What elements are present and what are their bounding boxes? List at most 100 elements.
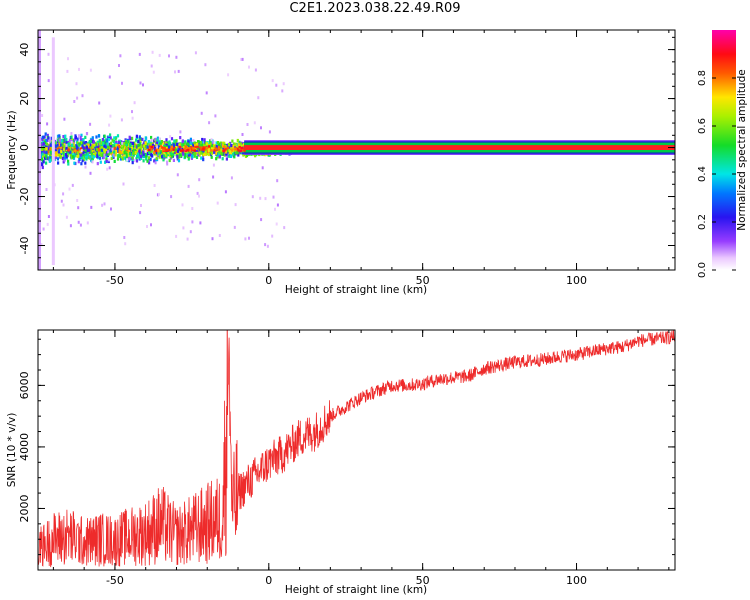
spectrogram-cell (129, 143, 132, 147)
spectrogram-cell (109, 148, 112, 152)
y-tick-label: -40 (18, 237, 31, 255)
spectrogram-cell (107, 145, 110, 150)
spectrogram-cell (199, 144, 202, 148)
spectrogram-cell (139, 137, 142, 141)
spectrogram-cell (42, 135, 45, 139)
spectrogram-outlier (186, 237, 189, 241)
spectrogram-cell (103, 147, 106, 151)
spectrogram-cell (113, 136, 116, 140)
x-tick-label: 0 (265, 274, 272, 287)
signal-spot (199, 146, 202, 149)
spectrogram-cell (165, 138, 168, 142)
spectrogram-cell (149, 157, 152, 162)
spectrogram-cell (100, 141, 103, 145)
spectrogram-outlier (152, 70, 155, 74)
spectrogram-cell (97, 151, 100, 155)
spectrogram-cell (162, 154, 166, 158)
spectrogram-outlier (131, 116, 134, 120)
spectrogram-cell (92, 140, 95, 144)
spectrogram-outlier (108, 166, 111, 170)
spectrogram-cell (88, 140, 91, 144)
spectrogram-cell (89, 142, 92, 147)
spectrogram-cell (117, 144, 120, 148)
spectrogram-outlier (158, 137, 161, 141)
spectrogram-cell (73, 153, 76, 157)
spectrogram-cell (53, 144, 56, 148)
spectrogram-cell (154, 144, 157, 148)
spectrogram-outlier (46, 122, 49, 126)
signal-spot (188, 147, 191, 150)
spectrogram-cell (96, 162, 99, 166)
spectrogram-cell (226, 148, 229, 153)
spectrogram-cell (121, 149, 124, 153)
figure-title: C2E1.2023.038.22.49.R09 (289, 1, 461, 16)
spectrogram-cell (49, 158, 52, 162)
spectrogram-outlier (98, 101, 101, 105)
spectrogram-cell (213, 150, 216, 154)
spectrogram-cell (58, 138, 61, 142)
spectrogram-cell (83, 144, 86, 148)
signal-spot (214, 149, 217, 152)
spectrogram-outlier (131, 110, 133, 114)
signal-spot (154, 149, 158, 152)
spectrogram-frame (37, 29, 676, 271)
spectrogram-cell (103, 150, 106, 154)
spectrogram-cell (142, 150, 145, 154)
spectrogram-cell (115, 140, 118, 144)
spectrogram-cell (211, 147, 214, 151)
spectrogram-cell (42, 144, 45, 148)
spectrogram-cell (184, 152, 187, 156)
spectrogram-cell (69, 150, 72, 154)
spectrogram-outlier (244, 237, 247, 241)
spectrogram-cell (173, 139, 176, 143)
spectrogram-cell (131, 141, 135, 146)
spectrogram-cell (192, 143, 195, 147)
spectrogram-cell (87, 142, 90, 147)
spectrogram-outlier (70, 140, 73, 144)
spectrogram-outlier (68, 187, 71, 191)
spectrogram-cell (49, 147, 52, 151)
spectrogram-cell (93, 151, 96, 155)
spectrogram-cell (80, 133, 83, 137)
spectrogram-cell (169, 142, 172, 146)
signal-spot (237, 149, 240, 152)
x-tick-label: 100 (566, 574, 587, 587)
signal-spot (194, 145, 197, 149)
spectrogram-cells (38, 30, 675, 270)
spectrogram-cell (100, 152, 103, 156)
spectrogram-cell (254, 154, 257, 158)
spectrogram-cell (237, 153, 240, 157)
spectrogram-cell (206, 142, 209, 146)
signal-spot (210, 149, 213, 152)
spectrogram-outlier (89, 171, 92, 175)
spectrogram-outlier (216, 201, 219, 205)
spectrogram-cell (176, 145, 179, 149)
spectrogram-cell (196, 142, 199, 146)
spectrogram-cell (64, 148, 67, 152)
spectrogram-outlier (268, 130, 271, 134)
spectrogram-cell (92, 155, 95, 159)
signal-spot (178, 145, 182, 149)
spectrogram-cell (164, 141, 167, 145)
spectrogram-cell (178, 147, 181, 151)
spectrogram-cell (154, 158, 157, 162)
y-tick-label: 20 (18, 92, 31, 106)
spectrogram-outlier (261, 166, 264, 170)
spectrogram-outlier (48, 139, 51, 143)
y-tick-label: 4000 (18, 433, 31, 461)
spectrogram-cell (207, 149, 210, 153)
spectrogram-outlier (109, 114, 112, 118)
spectrogram-cell (61, 148, 64, 152)
spectrogram-cell (149, 142, 152, 146)
spectrogram-cell (61, 143, 64, 147)
spectrogram-outlier (67, 57, 69, 61)
spectrogram-cell (155, 146, 158, 151)
spectrogram-cell (182, 142, 185, 147)
spectrogram-cell (233, 150, 236, 154)
spectrogram-cell (76, 148, 79, 152)
spectrogram-cell (101, 138, 105, 142)
spectrogram-cell (131, 145, 134, 149)
spectrogram-cell (58, 134, 61, 138)
spectrogram-cell (142, 159, 145, 163)
spectrogram-cell (237, 143, 240, 147)
